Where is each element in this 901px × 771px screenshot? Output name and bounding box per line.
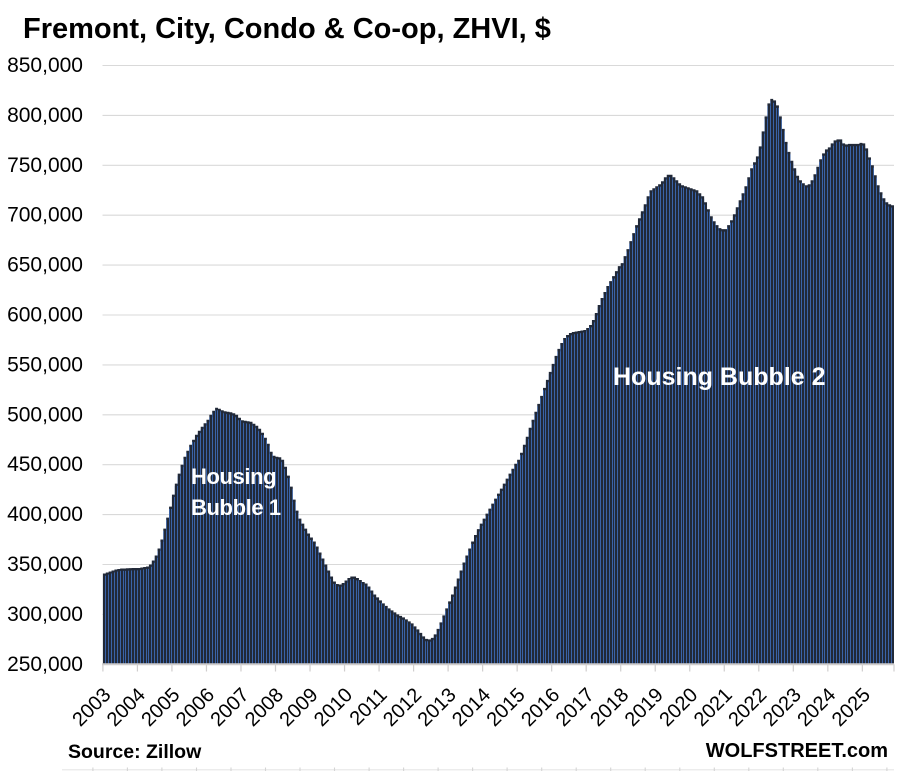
svg-text:450,000: 450,000: [7, 453, 83, 476]
svg-text:850,000: 850,000: [7, 54, 83, 77]
svg-text:Housing Bubble 2: Housing Bubble 2: [613, 363, 826, 391]
svg-text:400,000: 400,000: [7, 503, 83, 526]
svg-text:250,000: 250,000: [7, 653, 83, 676]
svg-text:650,000: 650,000: [7, 254, 83, 277]
svg-text:Source: Zillow: Source: Zillow: [68, 741, 202, 763]
svg-text:700,000: 700,000: [7, 204, 83, 227]
svg-text:500,000: 500,000: [7, 403, 83, 426]
svg-text:550,000: 550,000: [7, 353, 83, 376]
svg-text:800,000: 800,000: [7, 104, 83, 127]
svg-text:Housing: Housing: [191, 464, 276, 489]
svg-text:600,000: 600,000: [7, 304, 83, 327]
svg-text:Bubble 1: Bubble 1: [191, 495, 281, 520]
svg-text:350,000: 350,000: [7, 553, 83, 576]
svg-text:300,000: 300,000: [7, 603, 83, 626]
svg-text:Fremont, City, Condo & Co-op,: Fremont, City, Condo & Co-op, ZHVI, $: [23, 13, 551, 45]
svg-text:WOLFSTREET.com: WOLFSTREET.com: [706, 740, 888, 762]
svg-text:750,000: 750,000: [7, 154, 83, 177]
